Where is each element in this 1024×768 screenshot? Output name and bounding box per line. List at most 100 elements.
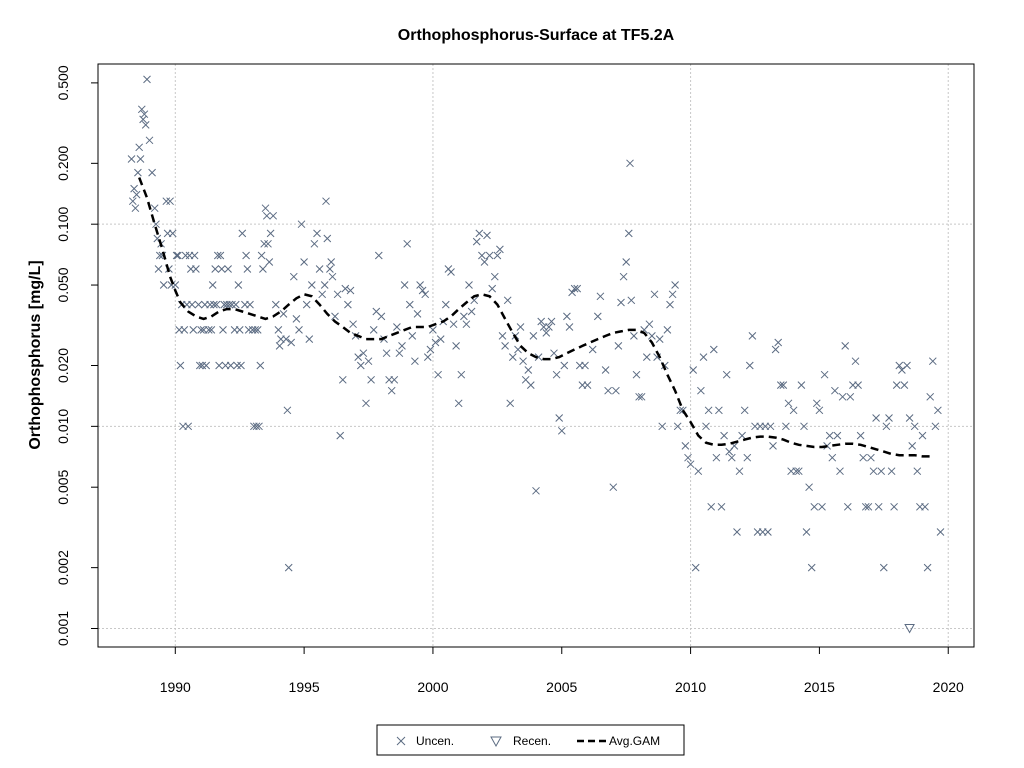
- plot-frame: [97, 63, 975, 648]
- data-point-uncen: [612, 386, 620, 395]
- data-point-uncen: [188, 300, 196, 309]
- data-point-uncen: [681, 442, 690, 450]
- data-point-uncen: [292, 315, 301, 323]
- data-point-uncen: [570, 284, 579, 293]
- data-point-uncen: [910, 422, 919, 431]
- data-point-uncen: [887, 467, 896, 476]
- data-point-uncen: [328, 272, 337, 281]
- x-tick-label: 2000: [417, 679, 448, 695]
- legend-item-recen: Recen.: [490, 734, 551, 748]
- data-point-uncen: [235, 326, 244, 334]
- data-point-uncen: [506, 399, 515, 408]
- data-point-uncen: [382, 349, 391, 358]
- data-point-uncen: [269, 211, 278, 220]
- data-point-uncen: [501, 342, 509, 350]
- data-point-uncen: [354, 353, 363, 361]
- data-point-uncen: [367, 375, 375, 384]
- data-point-uncen: [206, 300, 214, 309]
- x-tick-label: 2015: [804, 679, 835, 695]
- data-point-uncen: [619, 272, 628, 281]
- data-point-uncen: [405, 300, 414, 309]
- data-point-uncen: [740, 406, 749, 415]
- data-point-uncen: [789, 406, 798, 415]
- data-point-uncen: [283, 406, 292, 415]
- data-point-uncen: [289, 272, 298, 281]
- chart-title: Orthophosphorus-Surface at TF5.2A: [398, 27, 675, 44]
- data-point-uncen: [516, 323, 525, 331]
- data-point-uncen: [684, 453, 692, 462]
- data-point-uncen: [362, 399, 370, 408]
- data-point-uncen: [609, 483, 618, 492]
- data-point-uncen: [441, 300, 450, 309]
- data-point-uncen: [802, 528, 811, 536]
- data-point-uncen: [137, 105, 146, 114]
- data-point-uncen: [181, 251, 190, 260]
- data-point-uncen: [377, 312, 386, 321]
- data-point-uncen: [295, 326, 303, 334]
- data-point-uncen: [297, 220, 306, 229]
- data-point-uncen: [861, 502, 870, 511]
- data-point-uncen: [668, 290, 677, 299]
- data-point-uncen: [155, 251, 164, 260]
- data-point-uncen: [784, 399, 793, 408]
- data-point-uncen: [769, 442, 777, 450]
- data-point-uncen: [266, 229, 275, 238]
- data-point-uncen: [190, 251, 199, 260]
- data-point-uncen: [195, 361, 204, 370]
- data-point-uncen: [697, 386, 705, 395]
- data-point-uncen: [503, 296, 512, 305]
- data-point-uncen: [413, 310, 422, 318]
- data-point-uncen: [333, 290, 342, 299]
- data-point-uncen: [555, 414, 564, 422]
- data-point-uncen: [908, 442, 917, 450]
- data-point-uncen: [212, 300, 221, 309]
- data-point-uncen: [859, 453, 868, 462]
- data-point-uncen: [593, 312, 602, 321]
- data-point-uncen: [226, 361, 235, 370]
- data-point-uncen: [150, 204, 159, 213]
- data-point-uncen: [936, 528, 945, 536]
- data-point-uncen: [429, 326, 437, 334]
- data-point-uncen: [715, 406, 723, 415]
- data-point-uncen: [219, 326, 227, 334]
- data-point-uncen: [238, 229, 247, 238]
- data-point-uncen: [434, 370, 442, 379]
- data-point-uncen: [323, 234, 332, 243]
- data-point-uncen: [601, 366, 610, 374]
- data-point-uncen: [550, 349, 558, 358]
- data-point-uncen: [563, 312, 571, 321]
- data-point-uncen: [143, 75, 151, 84]
- data-point-uncen: [918, 431, 927, 440]
- data-point-uncen: [237, 361, 245, 370]
- data-point-uncen: [228, 300, 236, 309]
- data-point-uncen: [508, 353, 517, 361]
- legend-label-uncen: Uncen.: [416, 734, 454, 748]
- data-point-uncen: [480, 258, 489, 266]
- data-point-uncen: [310, 239, 319, 248]
- data-point-uncen: [903, 361, 911, 370]
- data-point-uncen: [225, 300, 234, 309]
- data-point-uncen: [645, 320, 654, 329]
- data-point-uncen: [800, 422, 808, 431]
- data-point-uncen: [184, 422, 193, 431]
- data-point-uncen: [253, 326, 262, 334]
- data-point-uncen: [671, 281, 679, 289]
- gam-curve: [138, 177, 931, 458]
- data-point-uncen: [699, 353, 708, 361]
- data-point-uncen: [797, 381, 806, 389]
- data-point-uncen: [635, 392, 643, 401]
- data-point-uncen: [305, 335, 314, 343]
- data-point-recen: [904, 624, 915, 634]
- data-point-uncen: [488, 284, 497, 293]
- data-point-uncen: [403, 239, 412, 248]
- data-point-uncen: [818, 502, 826, 511]
- data-point-uncen: [931, 422, 940, 431]
- data-point-uncen: [552, 370, 561, 379]
- data-point-uncen: [346, 286, 355, 295]
- data-point-uncen: [854, 381, 862, 389]
- data-point-uncen: [436, 335, 445, 343]
- data-point-uncen: [807, 563, 816, 572]
- data-points: [127, 75, 945, 634]
- data-point-uncen: [475, 229, 484, 238]
- data-point-uncen: [215, 361, 223, 370]
